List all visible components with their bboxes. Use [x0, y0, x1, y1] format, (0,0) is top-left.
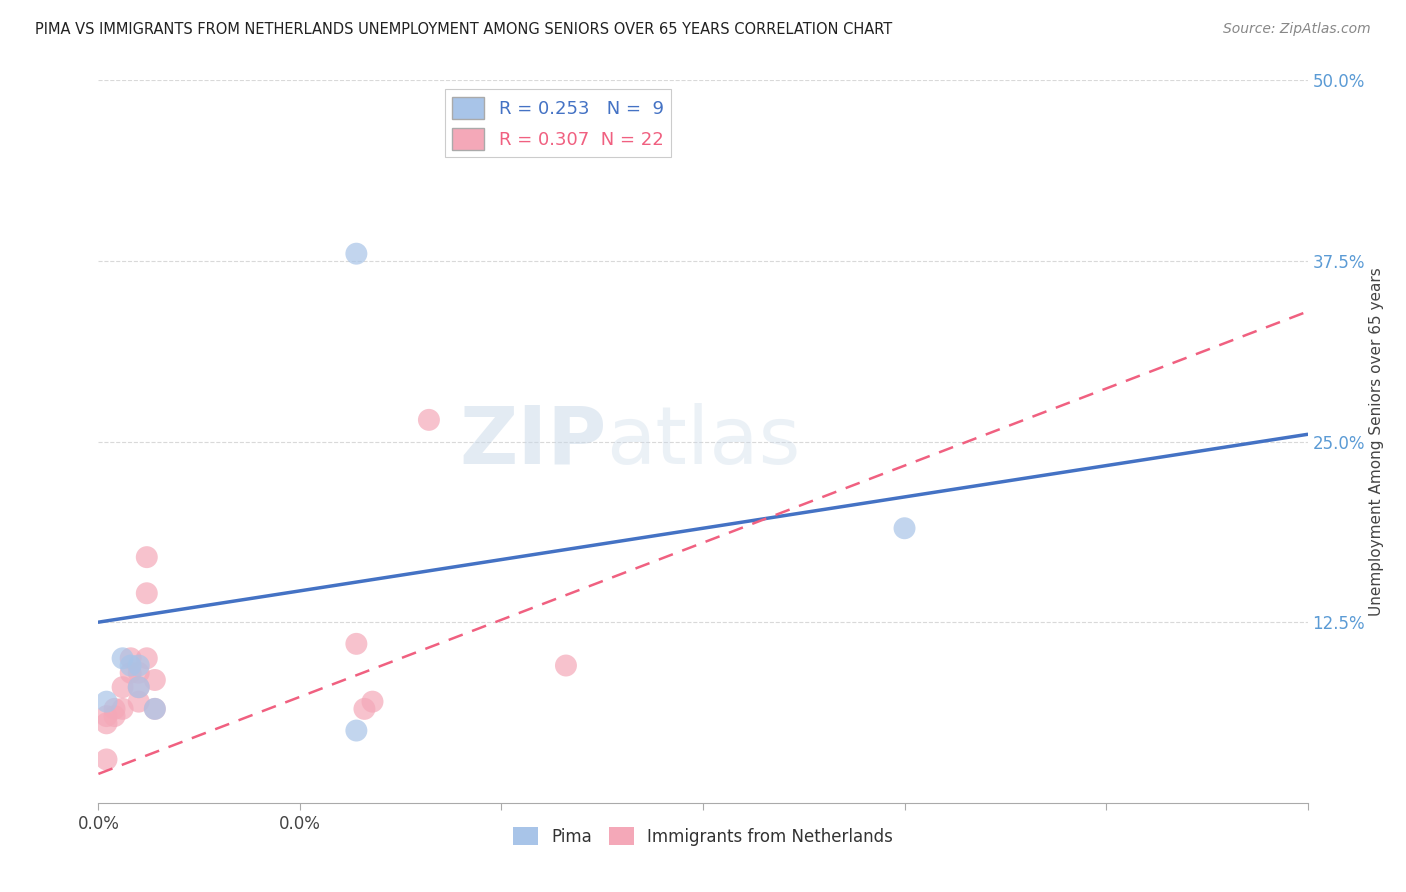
Point	[143, 702, 166, 716]
Point	[128, 665, 150, 680]
Point	[555, 658, 578, 673]
Point	[96, 695, 118, 709]
Point	[344, 246, 367, 260]
Point	[135, 651, 157, 665]
Point	[111, 680, 134, 694]
Text: ZIP: ZIP	[458, 402, 606, 481]
Point	[111, 651, 134, 665]
Point	[418, 413, 440, 427]
Point	[96, 716, 118, 731]
Point	[353, 702, 375, 716]
Point	[96, 752, 118, 766]
Point	[120, 658, 142, 673]
Point	[128, 680, 150, 694]
Y-axis label: Unemployment Among Seniors over 65 years: Unemployment Among Seniors over 65 years	[1368, 268, 1384, 615]
Point	[135, 586, 157, 600]
Text: atlas: atlas	[606, 402, 800, 481]
Point	[103, 702, 125, 716]
Point	[143, 673, 166, 687]
Point	[128, 695, 150, 709]
Point	[893, 521, 915, 535]
Point	[128, 680, 150, 694]
Point	[128, 658, 150, 673]
Point	[135, 550, 157, 565]
Legend: Pima, Immigrants from Netherlands: Pima, Immigrants from Netherlands	[506, 821, 900, 852]
Point	[111, 702, 134, 716]
Text: Source: ZipAtlas.com: Source: ZipAtlas.com	[1223, 22, 1371, 37]
Point	[120, 651, 142, 665]
Text: PIMA VS IMMIGRANTS FROM NETHERLANDS UNEMPLOYMENT AMONG SENIORS OVER 65 YEARS COR: PIMA VS IMMIGRANTS FROM NETHERLANDS UNEM…	[35, 22, 893, 37]
Point	[103, 709, 125, 723]
Point	[344, 723, 367, 738]
Point	[120, 665, 142, 680]
Point	[143, 702, 166, 716]
Point	[361, 695, 384, 709]
Point	[96, 709, 118, 723]
Point	[344, 637, 367, 651]
